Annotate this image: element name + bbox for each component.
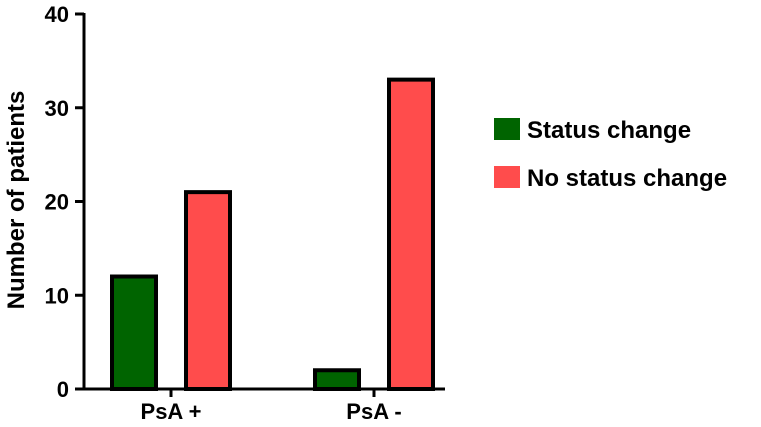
bar-1-0 (313, 368, 361, 391)
y-tick-label: 20 (45, 190, 69, 215)
legend-label-1: No status change (527, 165, 727, 192)
x-tick-label: PsA - (346, 399, 401, 424)
bar-0-1 (184, 190, 232, 391)
y-tick-label: 40 (45, 2, 69, 27)
legend: Status change No status change (494, 117, 727, 192)
bar-0-0 (110, 274, 158, 391)
legend-swatch-0 (494, 118, 520, 140)
y-axis-title: Number of patients (3, 91, 30, 310)
bars (110, 77, 435, 391)
x-axis: PsA + PsA - (83, 387, 445, 424)
y-axis: 0 10 20 30 40 (45, 2, 86, 402)
legend-label-0: Status change (527, 117, 691, 144)
x-tick-label: PsA + (141, 399, 202, 424)
y-tick-label: 10 (45, 283, 69, 308)
y-tick-label: 0 (57, 377, 69, 402)
legend-swatch-1 (494, 166, 520, 188)
y-tick-label: 30 (45, 96, 69, 121)
bar-1-1 (387, 77, 435, 391)
